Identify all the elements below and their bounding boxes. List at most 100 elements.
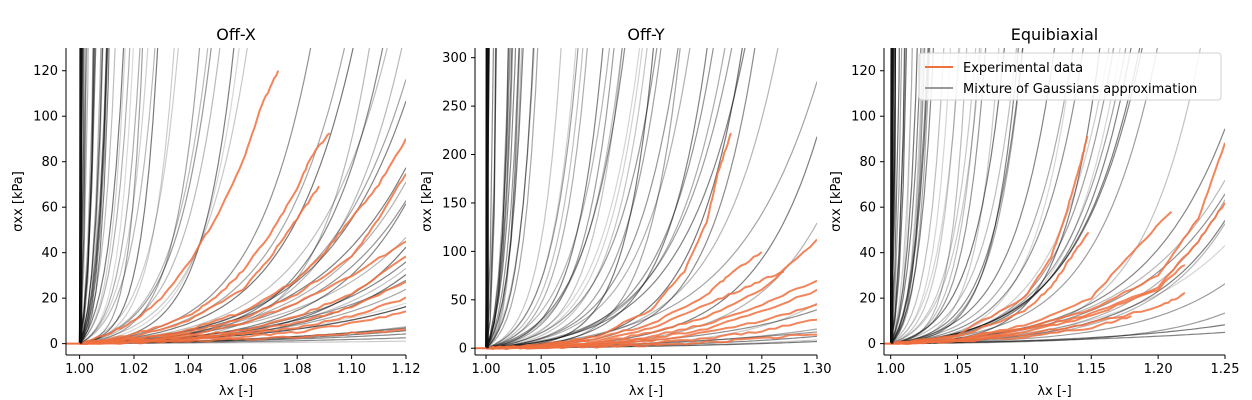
plot-area xyxy=(884,48,1225,346)
model-curve xyxy=(485,48,623,349)
model-curve xyxy=(79,48,212,345)
x-tick-label: 1.15 xyxy=(1077,362,1106,377)
model-curve xyxy=(890,48,1005,345)
y-tick-label: 100 xyxy=(851,110,876,125)
model-curve xyxy=(485,48,584,349)
model-curve xyxy=(79,48,312,345)
legend-box xyxy=(918,52,1222,101)
x-axis-label: λx [-] xyxy=(219,384,253,399)
y-tick-label: 0 xyxy=(50,337,58,352)
x-tick-label: 1.00 xyxy=(65,362,94,377)
y-tick-label: 100 xyxy=(33,110,58,125)
model-curve xyxy=(485,48,726,349)
y-tick-label: 100 xyxy=(442,245,467,260)
model-curve xyxy=(485,48,714,349)
model-curve xyxy=(890,48,981,345)
chart-title: Off-X xyxy=(216,25,256,44)
experimental-curve xyxy=(890,315,1132,345)
experimental-curve xyxy=(79,255,406,345)
experimental-curve xyxy=(485,238,817,350)
experimental-curve xyxy=(79,132,331,345)
x-axis-label: λx [-] xyxy=(1037,384,1071,399)
x-tick-label: 1.10 xyxy=(337,362,366,377)
model-curve xyxy=(485,48,615,349)
y-tick-label: 80 xyxy=(859,155,876,170)
model-curve xyxy=(485,48,643,349)
y-tick-label: 0 xyxy=(459,342,467,357)
model-curve xyxy=(485,48,611,349)
model-curve xyxy=(890,48,968,345)
y-tick-label: 250 xyxy=(442,100,467,115)
model-curve xyxy=(79,48,248,345)
model-curve xyxy=(890,48,1024,345)
y-tick-label: 0 xyxy=(868,337,876,352)
y-tick-label: 50 xyxy=(450,293,467,308)
model-curve xyxy=(485,48,746,349)
plot-area xyxy=(475,0,817,352)
x-tick-label: 1.30 xyxy=(803,362,832,377)
model-curve xyxy=(486,0,817,348)
model-curve xyxy=(485,48,655,349)
model-curve xyxy=(486,0,817,352)
experimental-curve xyxy=(79,173,406,345)
x-tick-label: 1.08 xyxy=(283,362,312,377)
experimental-curve xyxy=(79,310,406,345)
x-tick-label: 1.05 xyxy=(943,362,972,377)
y-tick-label: 20 xyxy=(859,292,876,307)
model-curve xyxy=(890,48,1075,345)
model-curve xyxy=(486,0,817,350)
model-curve xyxy=(485,48,691,349)
x-tick-label: 1.05 xyxy=(527,362,556,377)
model-curve xyxy=(890,48,1019,345)
model-curve xyxy=(79,48,209,345)
y-tick-label: 120 xyxy=(33,64,58,79)
model-curve xyxy=(890,48,1024,345)
model-curve xyxy=(485,48,648,349)
model-curve xyxy=(486,0,817,350)
x-axis-label: λx [-] xyxy=(629,384,663,399)
x-tick-label: 1.15 xyxy=(637,362,666,377)
x-tick-label: 1.02 xyxy=(120,362,149,377)
x-tick-label: 1.04 xyxy=(174,362,203,377)
model-curve xyxy=(486,0,817,350)
model-curve xyxy=(890,48,960,345)
x-tick-label: 1.00 xyxy=(876,362,905,377)
model-curve xyxy=(485,48,641,349)
legend: Experimental data Mixture of Gaussians ap… xyxy=(918,52,1222,101)
model-curve xyxy=(79,48,240,345)
y-axis-label: σxx [kPa] xyxy=(420,171,435,232)
legend-label: Experimental data xyxy=(963,61,1083,76)
experimental-curve xyxy=(79,328,406,345)
experimental-curve xyxy=(485,333,817,350)
model-curve xyxy=(890,48,1000,345)
panel-2: 1.00 1.05 1.10 1.15 1.20 1.25 1.30 0 50 100 150 200… xyxy=(420,0,832,399)
y-tick-label: 40 xyxy=(859,246,876,261)
y-tick-label: 60 xyxy=(859,201,876,216)
model-curve xyxy=(485,48,733,349)
x-tick-label: 1.10 xyxy=(582,362,611,377)
y-axis-label: σxx [kPa] xyxy=(11,171,26,232)
experimental-curve xyxy=(890,135,1089,345)
model-curve xyxy=(79,48,175,345)
model-curve xyxy=(890,48,977,345)
model-curve xyxy=(485,48,623,349)
experimental-curve xyxy=(79,185,320,345)
x-tick-label: 1.20 xyxy=(692,362,721,377)
x-tick-label: 1.10 xyxy=(1010,362,1039,377)
model-curve xyxy=(485,48,679,349)
chart-title: Equibiaxial xyxy=(1011,25,1098,44)
model-curve xyxy=(485,48,626,349)
x-tick-label: 1.12 xyxy=(392,362,421,377)
model-curve xyxy=(890,48,1143,345)
model-curve xyxy=(486,0,817,350)
model-curve xyxy=(890,48,987,345)
x-tick-label: 1.00 xyxy=(472,362,501,377)
model-curve xyxy=(79,48,201,345)
model-curve xyxy=(486,0,817,350)
y-tick-label: 120 xyxy=(851,64,876,79)
model-curve xyxy=(890,48,1056,345)
chart-title: Off-Y xyxy=(627,25,664,44)
y-tick-label: 20 xyxy=(41,292,58,307)
model-curve xyxy=(79,48,159,345)
